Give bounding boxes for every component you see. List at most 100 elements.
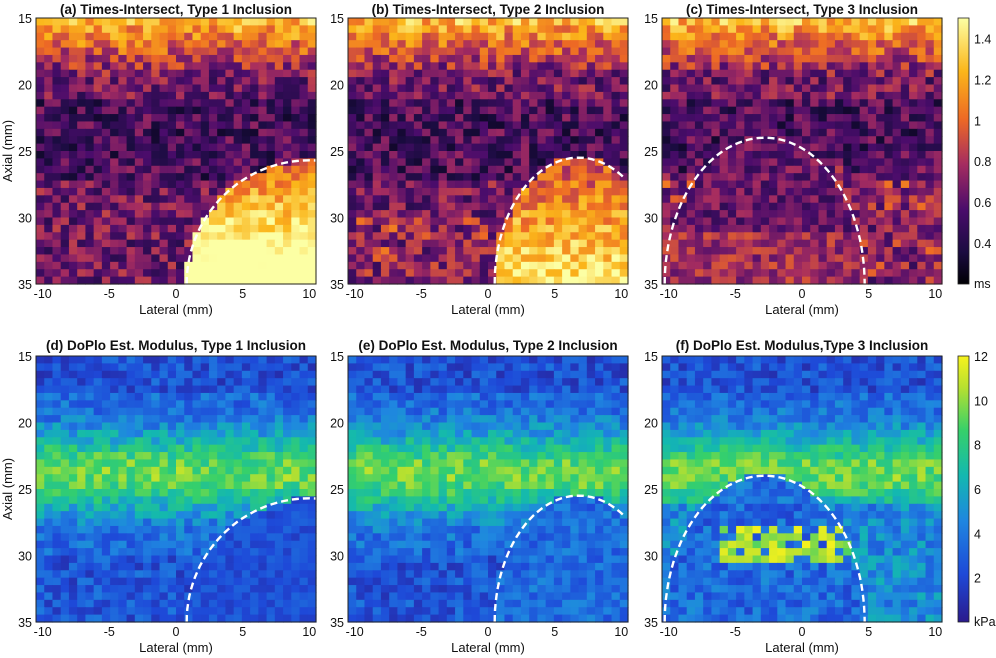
heatmap-cell — [793, 18, 803, 26]
heatmap-cell — [52, 99, 62, 108]
heatmap-cell — [60, 151, 70, 159]
heatmap-cell — [118, 533, 128, 542]
heatmap-cell — [208, 25, 218, 34]
heatmap-cell — [867, 239, 877, 248]
heatmap-cell — [719, 77, 729, 86]
heatmap-cell — [471, 106, 481, 115]
heatmap-cell — [274, 99, 284, 108]
heatmap-cell — [777, 25, 787, 34]
heatmap-cell — [570, 254, 580, 263]
heatmap-cell — [307, 54, 317, 63]
heatmap-cell — [192, 151, 202, 159]
heatmap-cell — [372, 62, 382, 71]
heatmap-cell — [785, 99, 795, 108]
heatmap-cell — [619, 232, 629, 241]
heatmap-cell — [884, 99, 894, 108]
heatmap-cell — [405, 195, 415, 204]
heatmap-cell — [892, 195, 902, 204]
heatmap-cell — [101, 607, 111, 616]
heatmap-cell — [859, 121, 869, 130]
heatmap-cell — [225, 224, 235, 233]
heatmap-cell — [167, 429, 177, 438]
heatmap-cell — [711, 173, 721, 182]
heatmap-cell — [603, 217, 613, 226]
heatmap-cell — [192, 106, 202, 115]
heatmap-cell — [200, 187, 210, 196]
heatmap-cell — [553, 121, 563, 130]
heatmap-cell — [479, 254, 489, 263]
heatmap-cell — [694, 121, 704, 130]
heatmap-cell — [777, 187, 787, 196]
heatmap-cell — [151, 385, 161, 394]
heatmap-cell — [537, 151, 547, 159]
heatmap-cell — [118, 481, 128, 490]
heatmap-cell — [851, 143, 861, 152]
heatmap-cell — [372, 91, 382, 100]
heatmap-cell — [134, 232, 144, 241]
heatmap-cell — [93, 158, 103, 167]
heatmap-cell — [126, 239, 136, 248]
heatmap-cell — [250, 195, 259, 204]
heatmap-cell — [233, 407, 243, 416]
heatmap-cell — [118, 77, 128, 86]
panel-b-heatmap — [348, 18, 629, 285]
heatmap-cell — [60, 158, 70, 167]
heatmap-cell — [60, 437, 70, 446]
heatmap-cell — [159, 363, 169, 372]
heatmap-cell — [200, 158, 210, 167]
heatmap-cell — [405, 232, 415, 241]
heatmap-cell — [843, 84, 853, 93]
heatmap-cell — [925, 77, 935, 86]
heatmap-cell — [134, 599, 144, 608]
heatmap-cell — [760, 210, 770, 219]
panel-d-xticks: -10 -5 0 5 10 — [34, 625, 317, 639]
heatmap-cell — [291, 210, 301, 219]
heatmap-cell — [512, 261, 522, 270]
heatmap-cell — [283, 459, 292, 468]
heatmap-cell — [826, 173, 836, 182]
heatmap-cell — [892, 91, 902, 100]
heatmap-cell — [266, 121, 276, 130]
panel-d-ytick: 30 — [18, 550, 32, 564]
heatmap-cell — [200, 202, 210, 211]
heatmap-cell — [200, 195, 210, 204]
heatmap-cell — [118, 99, 128, 108]
heatmap-cell — [241, 481, 251, 490]
heatmap-cell — [859, 202, 869, 211]
heatmap-cell — [422, 356, 431, 364]
heatmap-cell — [192, 269, 202, 278]
heatmap-cell — [60, 195, 70, 204]
heatmap-cell — [52, 444, 62, 453]
heatmap-cell — [143, 239, 152, 248]
heatmap-cell — [686, 217, 696, 226]
heatmap-cell — [892, 54, 902, 63]
heatmap-cell — [851, 136, 861, 145]
heatmap-cell — [299, 187, 309, 196]
heatmap-cell — [36, 180, 45, 189]
heatmap-cell — [283, 614, 292, 623]
heatmap-cell — [36, 437, 45, 446]
heatmap-cell — [727, 32, 737, 41]
heatmap-cell — [662, 77, 671, 86]
heatmap-cell — [274, 121, 284, 130]
heatmap-cell — [258, 121, 268, 130]
heatmap-cell — [694, 195, 704, 204]
heatmap-cell — [520, 269, 530, 278]
heatmap-cell — [225, 91, 235, 100]
heatmap-cell — [760, 77, 770, 86]
heatmap-cell — [777, 165, 787, 174]
heatmap-cell — [389, 84, 399, 93]
heatmap-cell — [85, 555, 95, 564]
heatmap-cell — [802, 121, 811, 130]
heatmap-cell — [151, 407, 161, 416]
heatmap-cell — [843, 40, 853, 49]
heatmap-cell — [151, 77, 161, 86]
heatmap-cell — [719, 165, 729, 174]
heatmap-cell — [917, 247, 927, 256]
heatmap-cell — [405, 106, 415, 115]
heatmap-cell — [184, 518, 194, 527]
heatmap-cell — [241, 210, 251, 219]
heatmap-cell — [217, 69, 227, 78]
heatmap-cell — [884, 91, 894, 100]
heatmap-cell — [356, 217, 366, 226]
